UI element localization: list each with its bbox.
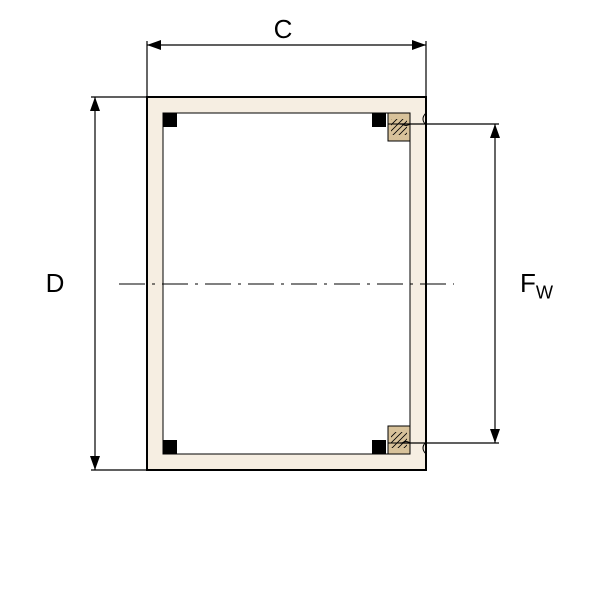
dimension-arrowhead [490,124,500,138]
dimension-arrowhead [90,97,100,111]
retainer-corner [372,440,386,454]
retainer-corner [163,113,177,127]
label-fw: FW [520,268,554,303]
retainer-corner [372,113,386,127]
seal-hatch [391,432,407,448]
dimension-arrowhead [412,40,426,50]
bearing-cross-section-diagram: C D FW [0,0,600,600]
seal-hatch [391,119,407,135]
dimension-arrowhead [490,429,500,443]
dimension-arrowhead [147,40,161,50]
label-d: D [46,268,65,298]
retainer-corner [163,440,177,454]
label-c: C [274,14,293,44]
inner-bore [163,113,410,454]
dimension-arrowhead [90,456,100,470]
